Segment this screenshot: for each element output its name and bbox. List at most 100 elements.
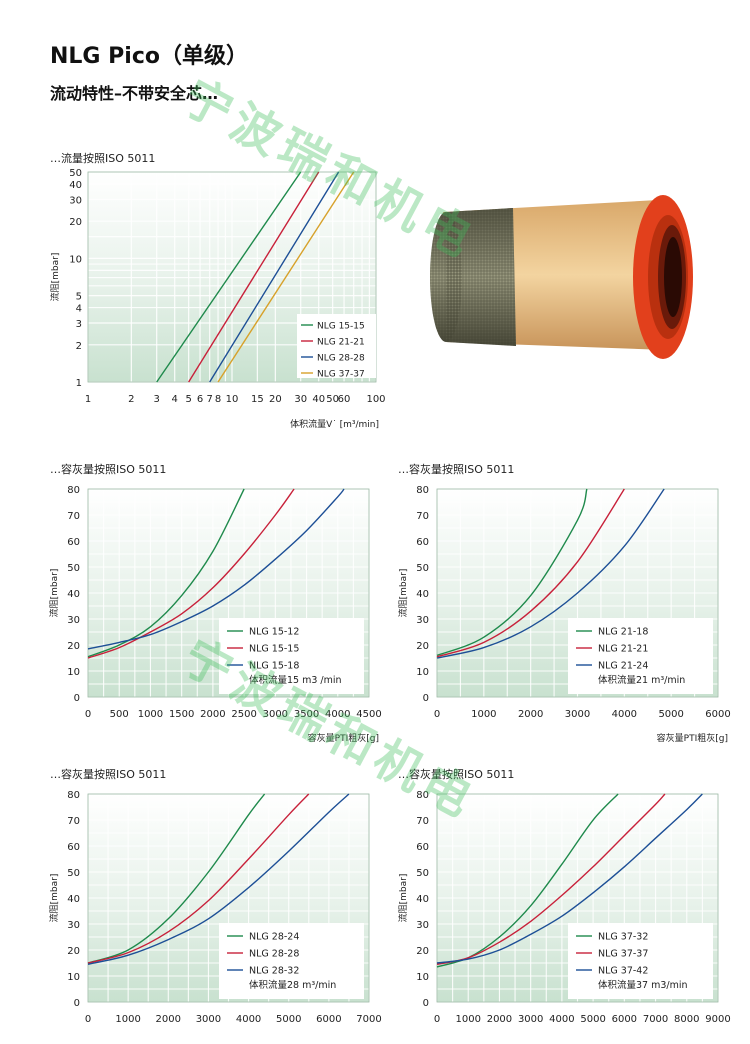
x-tick-label-11: 30 xyxy=(294,394,307,405)
y-tick-label-3: 30 xyxy=(416,920,429,931)
x-tick-label-4: 2000 xyxy=(200,709,225,720)
y-tick-label-2: 3 xyxy=(76,319,82,330)
y-tick-label-9: 50 xyxy=(69,168,82,179)
y-tick-label-3: 30 xyxy=(416,615,429,626)
legend-label-0: NLG 21-18 xyxy=(598,627,648,638)
y-tick-label-7: 70 xyxy=(416,511,429,522)
x-tick-label-9: 15 xyxy=(251,394,264,405)
y-tick-label-6: 60 xyxy=(416,842,429,853)
y-axis-label: 流阻[mbar] xyxy=(397,874,409,923)
legend-note: 体积流量21 m³/min xyxy=(598,674,685,686)
y-tick-label-6: 60 xyxy=(416,537,429,548)
y-tick-label-2: 20 xyxy=(416,946,429,957)
y-tick-label-7: 30 xyxy=(69,195,82,206)
x-tick-label-2: 2000 xyxy=(487,1014,512,1025)
filter-photo xyxy=(430,195,693,359)
y-tick-label-4: 5 xyxy=(76,292,82,303)
x-tick-label-7: 3500 xyxy=(294,709,319,720)
x-tick-label-6: 3000 xyxy=(263,709,288,720)
legend-box xyxy=(219,923,364,999)
y-tick-label-1: 10 xyxy=(67,667,80,678)
y-tick-label-7: 70 xyxy=(67,511,80,522)
legend-label-0: NLG 15-12 xyxy=(249,627,299,638)
y-tick-label-6: 20 xyxy=(69,217,82,228)
x-tick-label-8: 8000 xyxy=(674,1014,699,1025)
plot-frame xyxy=(436,488,719,698)
x-tick-label-14: 60 xyxy=(338,394,351,405)
x-tick-label-1: 1000 xyxy=(115,1014,140,1025)
x-tick-label-1: 500 xyxy=(110,709,129,720)
legend-label-1: NLG 37-37 xyxy=(598,949,648,960)
x-tick-label-3: 3000 xyxy=(518,1014,543,1025)
series-line-2 xyxy=(87,488,345,650)
legend-label-1: NLG 15-15 xyxy=(249,644,299,655)
y-axis-label-flow: 流阻[mbar] xyxy=(49,253,61,302)
y-tick-label-5: 50 xyxy=(67,563,80,574)
series-line-1 xyxy=(188,171,320,383)
legend-label-1: NLG 28-28 xyxy=(249,949,299,960)
x-tick-label-3: 1500 xyxy=(169,709,194,720)
y-tick-label-5: 50 xyxy=(416,868,429,879)
y-tick-label-0: 0 xyxy=(74,693,80,704)
section-label-dust1: …容灰量按照ISO 5011 xyxy=(50,463,167,476)
legend-label-2: NLG 21-24 xyxy=(598,661,648,672)
y-axis-label: 流阻[mbar] xyxy=(397,569,409,618)
x-tick-label-4: 4000 xyxy=(236,1014,261,1025)
plot-frame-flow xyxy=(87,171,377,383)
series-line-1 xyxy=(436,488,625,658)
y-tick-label-2: 20 xyxy=(67,946,80,957)
section-label-dust2: …容灰量按照ISO 5011 xyxy=(398,463,515,476)
plot-frame xyxy=(87,793,370,1003)
x-axis-label: 容灰量PTI粗灰[g] xyxy=(657,732,728,744)
series-line-1 xyxy=(436,793,666,965)
y-tick-label-3: 30 xyxy=(67,615,80,626)
x-tick-label-0: 0 xyxy=(85,709,91,720)
x-tick-label-7: 7000 xyxy=(356,1014,381,1025)
legend-note: 体积流量15 m3 /min xyxy=(249,674,342,686)
series-line-2 xyxy=(87,793,350,965)
x-tick-label-15: 100 xyxy=(366,394,385,405)
x-tick-label-7: 8 xyxy=(215,394,221,405)
legend-note: 体积流量37 m3/min xyxy=(598,979,688,991)
x-tick-label-8: 10 xyxy=(226,394,239,405)
legend-label-2: NLG 15-18 xyxy=(249,661,299,672)
y-tick-label-5: 50 xyxy=(67,868,80,879)
section-label-flow: …流量按照ISO 5011 xyxy=(50,152,156,165)
y-tick-label-8: 80 xyxy=(67,485,80,496)
legend-label-3: NLG 37-37 xyxy=(317,370,365,380)
legend-box xyxy=(568,923,713,999)
y-tick-label-8: 80 xyxy=(67,790,80,801)
x-tick-label-9: 4500 xyxy=(356,709,381,720)
x-axis-label: 容灰量PTI粗灰[g] xyxy=(308,732,379,744)
page-subtitle: 流动特性–不带安全芯… xyxy=(50,84,219,103)
y-axis-label: 流阻[mbar] xyxy=(48,874,60,923)
x-tick-label-5: 5000 xyxy=(580,1014,605,1025)
y-tick-label-7: 70 xyxy=(416,816,429,827)
section-label-dust3: …容灰量按照ISO 5011 xyxy=(50,768,167,781)
y-tick-label-5: 10 xyxy=(69,254,82,265)
y-tick-label-0: 0 xyxy=(74,998,80,1009)
x-tick-label-8: 4000 xyxy=(325,709,350,720)
x-tick-label-1: 2 xyxy=(128,394,134,405)
x-tick-label-13: 50 xyxy=(326,394,339,405)
y-tick-label-0: 0 xyxy=(423,998,429,1009)
y-tick-label-2: 20 xyxy=(67,641,80,652)
x-tick-label-12: 40 xyxy=(312,394,325,405)
x-axis-label-flow: 体积流量V˙ [m³/min] xyxy=(290,418,379,430)
y-tick-label-7: 70 xyxy=(67,816,80,827)
series-line-1 xyxy=(87,488,295,659)
y-tick-label-6: 60 xyxy=(67,537,80,548)
x-tick-label-4: 4000 xyxy=(549,1014,574,1025)
series-line-2 xyxy=(436,488,665,659)
x-tick-label-0: 0 xyxy=(85,1014,91,1025)
x-tick-label-5: 6 xyxy=(197,394,203,405)
x-tick-label-3: 3000 xyxy=(565,709,590,720)
x-tick-label-6: 7 xyxy=(207,394,213,405)
y-tick-label-5: 50 xyxy=(416,563,429,574)
x-tick-label-0: 1 xyxy=(85,394,91,405)
legend-label-1: NLG 21-21 xyxy=(598,644,648,655)
